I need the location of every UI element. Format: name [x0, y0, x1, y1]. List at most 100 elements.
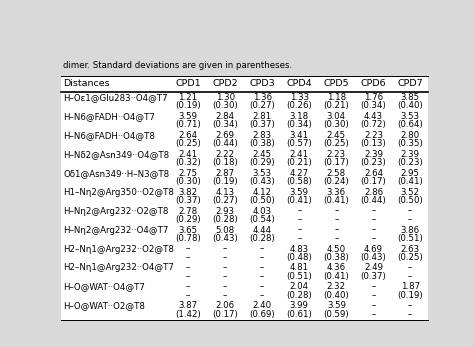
Text: (0.59): (0.59): [324, 310, 349, 319]
Text: 4.27: 4.27: [290, 169, 309, 178]
Text: –: –: [371, 310, 376, 319]
Text: (0.27): (0.27): [212, 196, 238, 205]
Text: (0.61): (0.61): [286, 310, 312, 319]
Text: 1.18: 1.18: [327, 93, 346, 102]
Text: 4.44: 4.44: [253, 226, 272, 235]
Text: H2–Nη1@Arg232··O2@T8: H2–Nη1@Arg232··O2@T8: [64, 245, 174, 254]
Text: (0.30): (0.30): [175, 177, 201, 186]
Text: dimer. Standard deviations are given in parentheses.: dimer. Standard deviations are given in …: [64, 61, 292, 70]
Text: 3.59: 3.59: [327, 302, 346, 311]
Text: (0.17): (0.17): [361, 177, 386, 186]
Text: 3.18: 3.18: [290, 112, 309, 121]
Text: 2.45: 2.45: [253, 150, 272, 159]
Text: 3.87: 3.87: [178, 302, 198, 311]
Text: 2.41: 2.41: [290, 150, 309, 159]
Text: (0.37): (0.37): [175, 196, 201, 205]
Text: (0.34): (0.34): [212, 120, 238, 129]
Text: –: –: [334, 234, 338, 243]
Text: 3.59: 3.59: [290, 188, 309, 197]
Text: –: –: [260, 263, 264, 272]
Text: H–Oε1@Glu283··O4@T7: H–Oε1@Glu283··O4@T7: [64, 93, 168, 102]
Text: 2.81: 2.81: [253, 112, 272, 121]
Text: 3.52: 3.52: [401, 188, 420, 197]
Text: –: –: [223, 253, 228, 262]
Text: 2.87: 2.87: [216, 169, 235, 178]
Text: 4.50: 4.50: [327, 245, 346, 254]
Text: –: –: [260, 272, 264, 281]
Text: –: –: [371, 302, 376, 311]
Text: H–N6@FADH··O4@T7: H–N6@FADH··O4@T7: [64, 112, 155, 121]
Text: 3.59: 3.59: [179, 112, 198, 121]
Text: (1.42): (1.42): [175, 310, 201, 319]
Text: (0.24): (0.24): [324, 177, 349, 186]
Text: (0.58): (0.58): [286, 177, 312, 186]
Text: (0.41): (0.41): [397, 177, 423, 186]
Text: (0.43): (0.43): [212, 234, 238, 243]
Text: (0.34): (0.34): [361, 101, 386, 110]
Text: (0.23): (0.23): [397, 158, 423, 167]
Text: (0.44): (0.44): [361, 196, 386, 205]
Text: –: –: [371, 226, 376, 235]
Text: 2.93: 2.93: [216, 206, 235, 215]
Text: 3.04: 3.04: [327, 112, 346, 121]
Text: (0.57): (0.57): [286, 139, 312, 149]
Text: (0.18): (0.18): [212, 158, 238, 167]
Text: (0.29): (0.29): [249, 158, 275, 167]
Text: 2.95: 2.95: [401, 169, 420, 178]
Bar: [61, 76, 428, 92]
Text: CPD5: CPD5: [324, 79, 349, 88]
Text: –: –: [223, 291, 228, 300]
Text: (0.28): (0.28): [249, 234, 275, 243]
Bar: [61, 244, 428, 263]
Text: (0.51): (0.51): [286, 272, 312, 281]
Text: 2.23: 2.23: [327, 150, 346, 159]
Text: –: –: [334, 206, 338, 215]
Text: –: –: [186, 272, 190, 281]
Text: 1.36: 1.36: [253, 93, 272, 102]
Bar: [61, 92, 428, 111]
Text: (0.64): (0.64): [397, 120, 423, 129]
Bar: [61, 206, 428, 225]
Text: 3.65: 3.65: [178, 226, 198, 235]
Text: 1.21: 1.21: [178, 93, 198, 102]
Text: (0.54): (0.54): [249, 215, 275, 224]
Text: –: –: [334, 226, 338, 235]
Text: (0.19): (0.19): [212, 177, 238, 186]
Text: H2–Nη1@Arg232··O4@T7: H2–Nη1@Arg232··O4@T7: [64, 263, 174, 272]
Text: –: –: [186, 282, 190, 291]
Text: –: –: [371, 291, 376, 300]
Text: Distances: Distances: [64, 79, 110, 88]
Text: (0.28): (0.28): [212, 215, 238, 224]
Text: 2.78: 2.78: [178, 206, 198, 215]
Text: 1.76: 1.76: [364, 93, 383, 102]
Text: (0.43): (0.43): [361, 253, 386, 262]
Text: (0.21): (0.21): [286, 158, 312, 167]
Text: (0.32): (0.32): [175, 158, 201, 167]
Text: 2.06: 2.06: [216, 302, 235, 311]
Text: (0.35): (0.35): [397, 139, 423, 149]
Text: 3.41: 3.41: [290, 131, 309, 140]
Text: CPD7: CPD7: [397, 79, 423, 88]
Text: CPD3: CPD3: [249, 79, 275, 88]
Text: (0.44): (0.44): [212, 139, 238, 149]
Text: (0.13): (0.13): [361, 139, 386, 149]
Text: 4.36: 4.36: [327, 263, 346, 272]
Text: (0.25): (0.25): [175, 139, 201, 149]
Text: 4.81: 4.81: [290, 263, 309, 272]
Text: (0.30): (0.30): [212, 101, 238, 110]
Text: –: –: [371, 215, 376, 224]
Text: (0.27): (0.27): [249, 101, 275, 110]
Text: H–O@WAT··O2@T8: H–O@WAT··O2@T8: [64, 302, 145, 311]
Text: (0.43): (0.43): [249, 177, 275, 186]
Bar: [61, 149, 428, 168]
Text: 4.83: 4.83: [290, 245, 309, 254]
Text: –: –: [297, 215, 301, 224]
Text: –: –: [408, 215, 412, 224]
Text: 2.32: 2.32: [327, 282, 346, 291]
Text: –: –: [223, 263, 228, 272]
Text: –: –: [297, 234, 301, 243]
Text: (0.28): (0.28): [286, 291, 312, 300]
Text: 2.40: 2.40: [253, 302, 272, 311]
Text: 2.84: 2.84: [216, 112, 235, 121]
Text: –: –: [260, 291, 264, 300]
